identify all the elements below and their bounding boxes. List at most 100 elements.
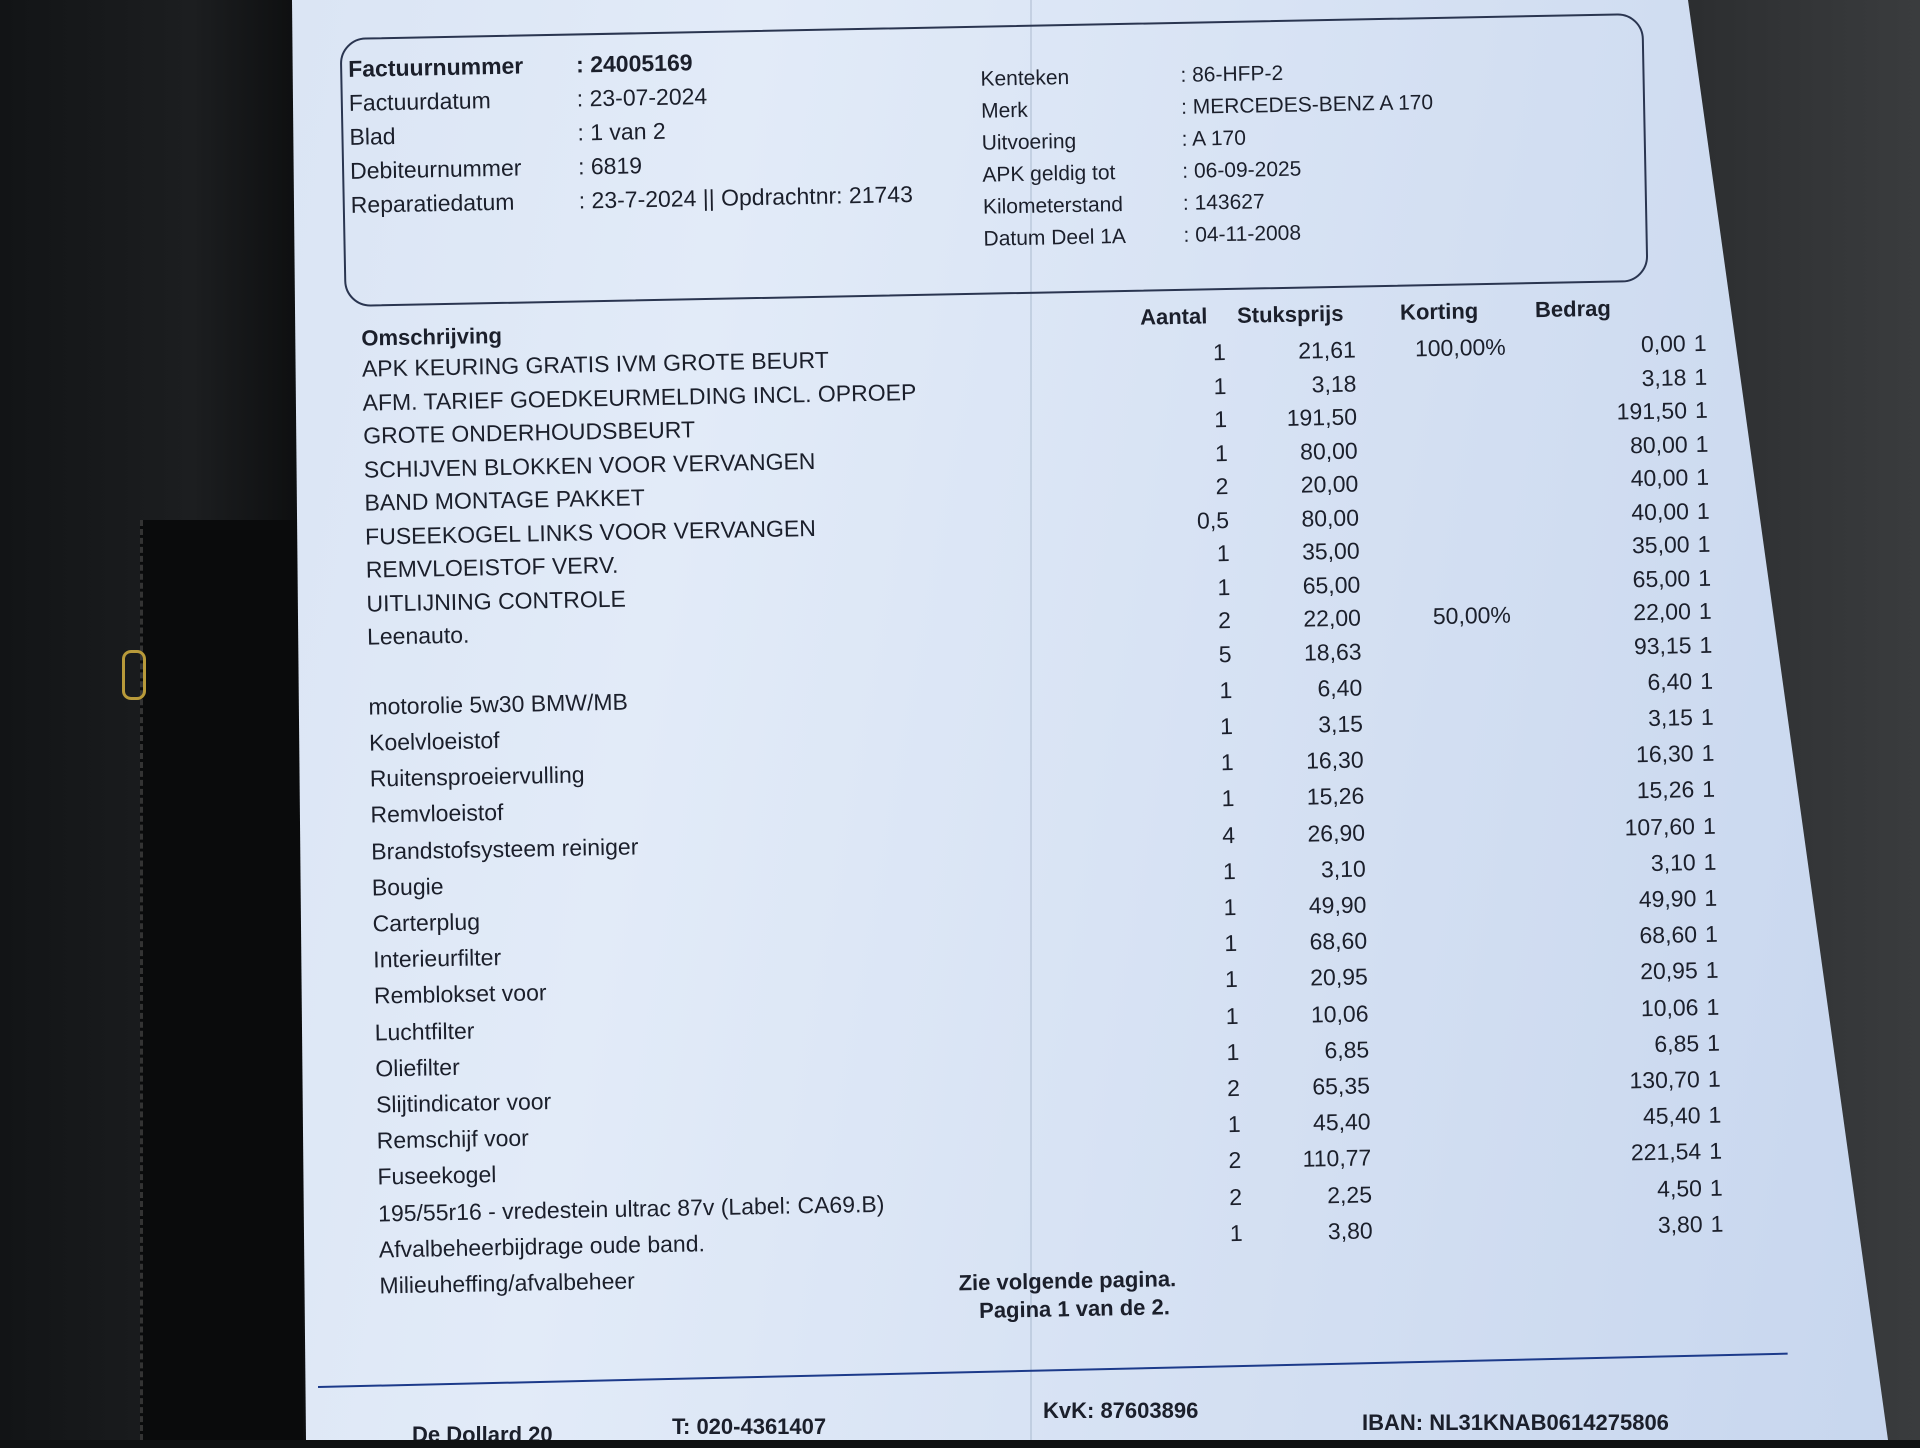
col-discount: Korting — [1399, 298, 1479, 325]
cell-description: Remschijf voor — [376, 1124, 530, 1154]
cell-amount: 130,70 — [1629, 1065, 1701, 1094]
cell-amount: 20,95 — [1639, 957, 1698, 985]
cell-qty: 1 — [1227, 1111, 1241, 1138]
cell-unit-price: 80,00 — [1301, 504, 1360, 532]
cell-code: 1 — [1706, 993, 1720, 1020]
vehicle-value: : 143627 — [1182, 190, 1265, 215]
company-phone: T: 020-4361407 — [672, 1414, 827, 1439]
cell-unit-price: 3,18 — [1311, 370, 1357, 397]
cell-discount — [1395, 852, 1515, 854]
cell-code: 1 — [1708, 1137, 1723, 1165]
cell-code: 1 — [1710, 1210, 1724, 1237]
cell-amount: 10,06 — [1640, 993, 1699, 1021]
cell-discount — [1402, 1214, 1522, 1216]
cell-code: 1 — [1697, 564, 1712, 591]
cell-code: 1 — [1705, 957, 1719, 984]
vehicle-label: Kenteken — [980, 66, 1070, 91]
company-iban: IBAN: NL31KNAB0614275806 — [1362, 1410, 1669, 1435]
cell-discount: 50,00% — [1432, 601, 1512, 630]
cell-code: 1 — [1703, 848, 1717, 875]
cell-description: Bougie — [371, 872, 444, 901]
cell-unit-price: 6,85 — [1324, 1036, 1370, 1063]
cell-amount: 40,00 — [1630, 464, 1689, 492]
cell-qty: 1 — [1214, 439, 1228, 466]
cell-discount — [1401, 1142, 1521, 1144]
vehicle-value: : 06-09-2025 — [1182, 157, 1302, 183]
cell-description: Leenauto. — [366, 621, 470, 650]
col-qty: Aantal — [1139, 303, 1208, 330]
cell-qty: 1 — [1219, 712, 1234, 740]
cell-code: 1 — [1698, 597, 1712, 625]
cell-discount — [1392, 671, 1512, 673]
company-kvk: KvK: 87603896 — [1043, 1398, 1199, 1423]
cell-description: UITLIJNING CONTROLE — [366, 585, 627, 617]
cell-amount: 93,15 — [1633, 631, 1692, 659]
cell-discount — [1400, 1069, 1520, 1071]
cell-unit-price: 191,50 — [1286, 403, 1358, 431]
cell-discount — [1396, 888, 1516, 890]
cell-amount: 35,00 — [1631, 531, 1690, 559]
cell-description: BAND MONTAGE PAKKET — [364, 484, 646, 516]
cell-qty: 1 — [1226, 1038, 1240, 1065]
cell-description: Remblokset voor — [373, 979, 547, 1009]
cell-description: Ruitensproeiervulling — [369, 761, 585, 792]
cell-amount: 45,40 — [1642, 1102, 1701, 1130]
cell-description: Afvalbeheerbijdrage oude band. — [378, 1229, 706, 1263]
cell-qty: 1 — [1214, 406, 1228, 433]
cell-code: 1 — [1697, 530, 1711, 558]
cell-unit-price: 20,00 — [1300, 470, 1359, 498]
cell-description: Interieurfilter — [373, 944, 502, 973]
meta-value: : 1 van 2 — [577, 117, 666, 146]
cell-description: REMVLOEISTOF VERV. — [365, 551, 619, 583]
meta-label: Debiteurnummer — [349, 154, 522, 184]
cell-code: 1 — [1709, 1174, 1723, 1201]
meta-label: Reparatiedatum — [350, 188, 515, 218]
cell-code: 1 — [1702, 776, 1716, 803]
cell-qty: 2 — [1228, 1183, 1243, 1210]
folder — [140, 520, 303, 1440]
cell-amount: 68,60 — [1639, 921, 1698, 949]
cell-description: Remvloeistof — [370, 799, 504, 828]
cell-code: 1 — [1699, 631, 1713, 658]
cell-unit-price: 3,80 — [1327, 1217, 1373, 1244]
cell-code: 1 — [1702, 812, 1716, 839]
meta-value: : 24005169 — [575, 49, 693, 78]
meta-value: : 23-07-2024 — [576, 82, 708, 112]
vehicle-label: APK geldig tot — [982, 161, 1116, 187]
cell-qty: 1 — [1229, 1219, 1243, 1246]
cell-description: Brandstofsysteem reiniger — [370, 832, 639, 865]
vehicle-value: : A 170 — [1181, 126, 1247, 151]
invoice-header-box — [339, 12, 1649, 307]
cell-description: GROTE ONDERHOUDSBEURT — [362, 416, 696, 449]
cell-description: Luchtfilter — [374, 1017, 475, 1046]
vehicle-label: Merk — [980, 98, 1028, 123]
vehicle-value: : 86-HFP-2 — [1180, 61, 1284, 87]
cell-code: 1 — [1696, 463, 1710, 491]
cell-discount — [1403, 1250, 1523, 1252]
cell-amount: 3,15 — [1647, 704, 1694, 731]
cell-discount — [1393, 744, 1513, 746]
cell-unit-price: 6,40 — [1317, 674, 1363, 702]
cell-discount — [1394, 780, 1514, 782]
cell-discount — [1398, 961, 1518, 963]
cell-qty: 1 — [1216, 540, 1230, 567]
vehicle-value: : MERCEDES-BENZ A 170 — [1180, 91, 1434, 119]
cell-qty: 1 — [1219, 676, 1233, 703]
cell-amount: 6,40 — [1647, 667, 1693, 695]
cell-code: 1 — [1708, 1101, 1722, 1129]
cell-discount — [1393, 707, 1513, 709]
cell-discount — [1397, 925, 1517, 927]
cell-unit-price: 15,26 — [1306, 782, 1365, 810]
continued-note: Zie volgende pagina. — [958, 1266, 1177, 1296]
folder-clip — [122, 650, 146, 700]
vehicle-label: Datum Deel 1A — [983, 224, 1127, 251]
cell-amount: 22,00 — [1633, 598, 1692, 626]
cell-qty: 1 — [1225, 1002, 1239, 1029]
meta-label: Factuurnummer — [347, 52, 524, 82]
cell-unit-price — [1263, 1253, 1373, 1255]
meta-label: Factuurdatum — [348, 87, 491, 116]
cell-discount — [1399, 1033, 1519, 1035]
cell-amount: 6,85 — [1654, 1029, 1700, 1057]
cell-code: 1 — [1706, 1029, 1721, 1056]
cell-qty: 1 — [1223, 893, 1237, 921]
